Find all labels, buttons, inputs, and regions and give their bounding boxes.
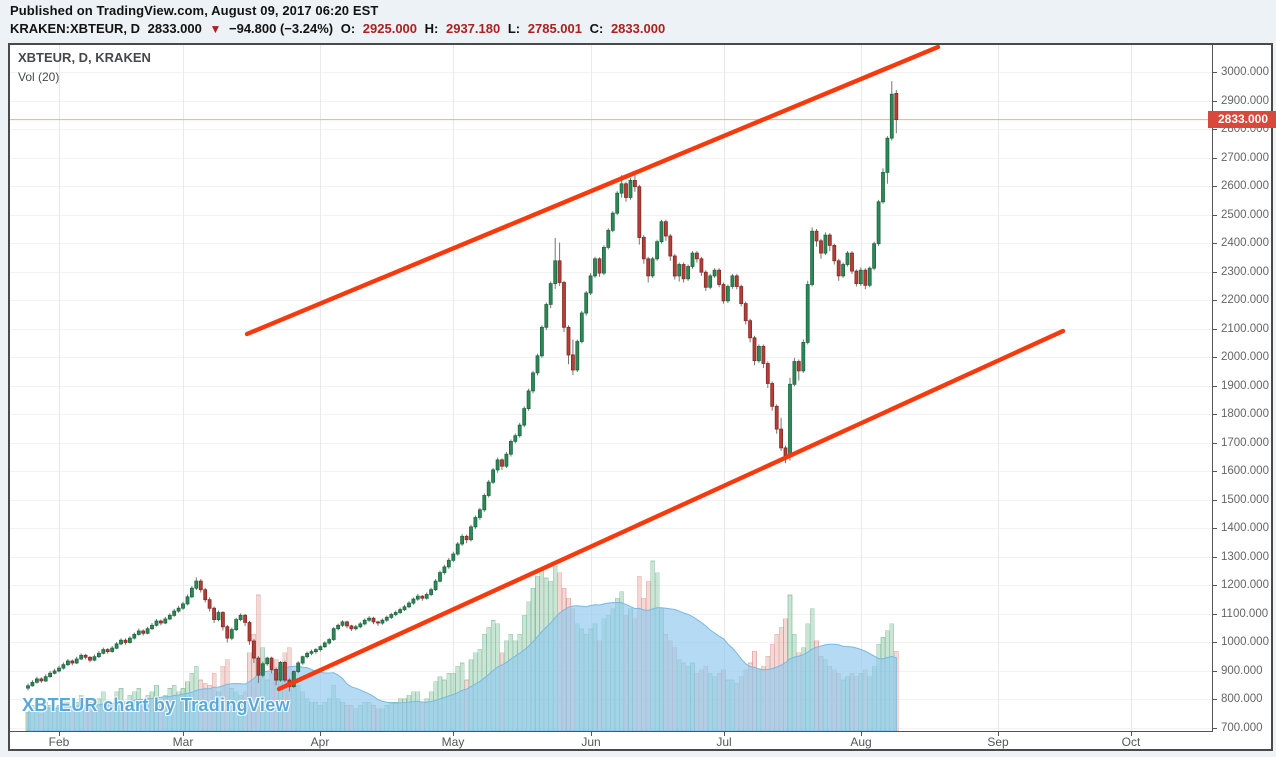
price-axis-label: 2900.000 bbox=[1221, 95, 1269, 107]
price-axis-label: 1800.000 bbox=[1221, 408, 1269, 420]
chart-frame: XBTEUR, D, KRAKEN Vol (20) XBTEUR chart … bbox=[8, 43, 1276, 751]
upper-channel-line[interactable] bbox=[244, 45, 941, 337]
low-value: 2785.001 bbox=[527, 21, 582, 36]
price-axis-label: 2300.000 bbox=[1221, 266, 1269, 278]
price-plot[interactable]: XBTEUR, D, KRAKEN Vol (20) XBTEUR chart … bbox=[10, 45, 1213, 732]
price-axis-label: 900.000 bbox=[1221, 665, 1263, 677]
price-tick bbox=[1213, 72, 1217, 73]
high-label: H: bbox=[424, 21, 439, 36]
price-tick bbox=[1213, 329, 1217, 330]
open-value: 2925.000 bbox=[362, 21, 418, 36]
price-axis[interactable]: 3000.000 2900.000 2800.000 2700.000 2600.000… bbox=[1213, 45, 1271, 734]
time-axis-label: Oct bbox=[1121, 735, 1141, 749]
current-price-badge: 2833.000 bbox=[1208, 111, 1276, 128]
time-tick bbox=[453, 732, 454, 736]
time-tick bbox=[183, 732, 184, 736]
price-change: −94.800 (−3.24%) bbox=[229, 21, 334, 36]
price-axis-label: 3000.000 bbox=[1221, 66, 1269, 78]
price-axis-label: 2200.000 bbox=[1221, 294, 1269, 306]
price-axis-label: 1600.000 bbox=[1221, 465, 1269, 477]
price-tick bbox=[1213, 158, 1217, 159]
price-tick bbox=[1213, 101, 1217, 102]
time-axis-label: Feb bbox=[48, 735, 70, 749]
price-axis-label: 2000.000 bbox=[1221, 351, 1269, 363]
price-tick bbox=[1213, 300, 1217, 301]
price-tick bbox=[1213, 671, 1217, 672]
price-tick bbox=[1213, 186, 1217, 187]
price-tick bbox=[1213, 357, 1217, 358]
price-axis-label: 2400.000 bbox=[1221, 237, 1269, 249]
price-tick bbox=[1213, 215, 1217, 216]
price-tick bbox=[1213, 443, 1217, 444]
open-label: O: bbox=[340, 21, 356, 36]
time-axis[interactable]: Feb Mar Apr May Jun Jul Aug Sep Oct bbox=[10, 732, 1213, 749]
time-axis-label: Jun bbox=[581, 735, 601, 749]
price-tick bbox=[1213, 642, 1217, 643]
price-tick bbox=[1213, 414, 1217, 415]
volume-ma-area bbox=[27, 601, 897, 731]
price-tick bbox=[1213, 728, 1217, 729]
price-tick bbox=[1213, 585, 1217, 586]
header: Published on TradingView.com, August 09,… bbox=[10, 3, 669, 36]
time-axis-label: Jul bbox=[716, 735, 732, 749]
arrow-down-icon: ▼ bbox=[209, 22, 222, 36]
time-tick bbox=[591, 732, 592, 736]
price-tick bbox=[1213, 386, 1217, 387]
price-tick bbox=[1213, 272, 1217, 273]
price-axis-label: 1700.000 bbox=[1221, 437, 1269, 449]
candlestick-chart bbox=[10, 45, 1212, 731]
gridlines bbox=[10, 45, 1212, 731]
legend-volume-indicator[interactable]: Vol (20) bbox=[18, 70, 60, 84]
close-label: C: bbox=[589, 21, 604, 36]
price-tick bbox=[1213, 614, 1217, 615]
close-value: 2833.000 bbox=[610, 21, 666, 36]
price-tick bbox=[1213, 129, 1217, 130]
price-axis-label: 1500.000 bbox=[1221, 494, 1269, 506]
price-tick bbox=[1213, 557, 1217, 558]
legend-symbol: XBTEUR, D, KRAKEN bbox=[18, 50, 151, 65]
symbol-name: KRAKEN:XBTEUR, D bbox=[10, 21, 140, 36]
price-axis-label: 2700.000 bbox=[1221, 152, 1269, 164]
price-tick bbox=[1213, 471, 1217, 472]
published-line: Published on TradingView.com, August 09,… bbox=[10, 3, 379, 18]
time-tick bbox=[1131, 732, 1132, 736]
price-axis-label: 1100.000 bbox=[1221, 608, 1269, 620]
price-axis-label: 800.000 bbox=[1221, 693, 1263, 705]
time-axis-label: May bbox=[441, 735, 465, 749]
time-tick bbox=[59, 732, 60, 736]
price-axis-label: 1200.000 bbox=[1221, 579, 1269, 591]
high-value: 2937.180 bbox=[445, 21, 501, 36]
time-axis-label: Aug bbox=[850, 735, 872, 749]
price-axis-label: 1300.000 bbox=[1221, 551, 1269, 563]
time-tick bbox=[724, 732, 725, 736]
low-label: L: bbox=[507, 21, 521, 36]
time-axis-label: Sep bbox=[987, 735, 1009, 749]
last-price: 2833.000 bbox=[147, 21, 202, 36]
price-tick bbox=[1213, 699, 1217, 700]
time-tick bbox=[998, 732, 999, 736]
price-axis-label: 700.000 bbox=[1221, 722, 1263, 734]
price-tick bbox=[1213, 500, 1217, 501]
price-axis-label: 2600.000 bbox=[1221, 180, 1269, 192]
price-axis-label: 2100.000 bbox=[1221, 323, 1269, 335]
price-axis-label: 1900.000 bbox=[1221, 380, 1269, 392]
tradingview-watermark: XBTEUR chart by TradingView bbox=[22, 695, 290, 715]
price-axis-label: 1000.000 bbox=[1221, 636, 1269, 648]
time-tick bbox=[320, 732, 321, 736]
price-axis-label: 1400.000 bbox=[1221, 522, 1269, 534]
price-axis-label: 2500.000 bbox=[1221, 209, 1269, 221]
symbol-status-line: KRAKEN:XBTEUR, D 2833.000 ▼ −94.800 (−3.… bbox=[10, 21, 669, 36]
time-axis-label: Apr bbox=[310, 735, 330, 749]
time-tick bbox=[861, 732, 862, 736]
price-tick bbox=[1213, 528, 1217, 529]
lower-channel-line[interactable] bbox=[276, 328, 1066, 692]
chart-legend: XBTEUR, D, KRAKEN Vol (20) bbox=[18, 50, 151, 84]
candles bbox=[26, 81, 899, 692]
price-tick bbox=[1213, 243, 1217, 244]
time-axis-label: Mar bbox=[172, 735, 194, 749]
